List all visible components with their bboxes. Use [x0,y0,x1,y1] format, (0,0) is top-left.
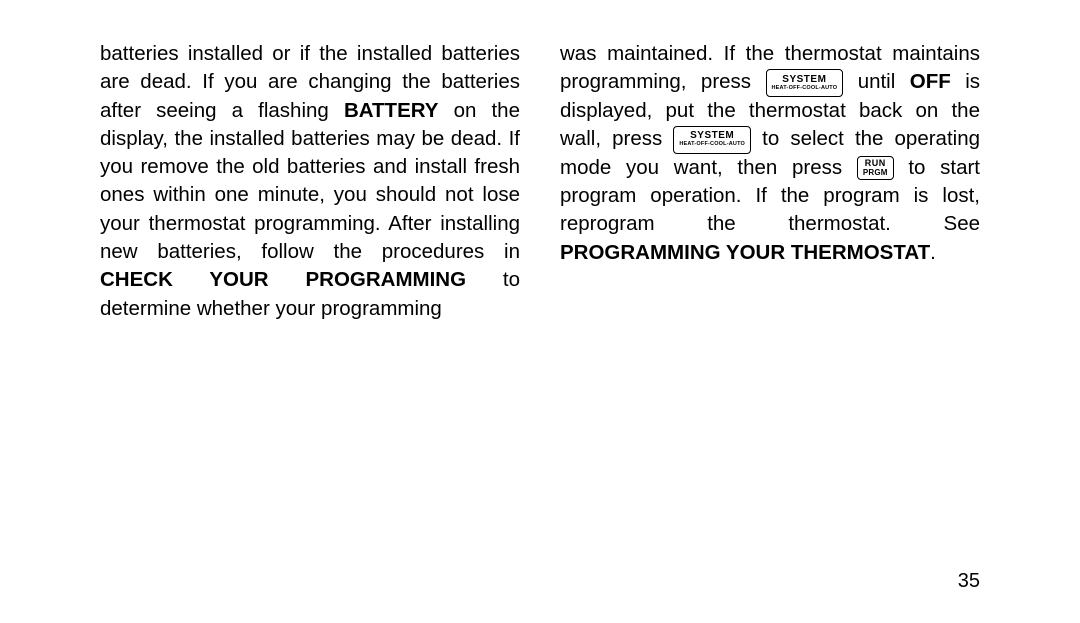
bold-text-programming-thermostat: PROGRAMMING YOUR THERMOSTAT [560,241,930,264]
system-key-icon: SYSTEM HEAT-OFF-COOL-AUTO [673,126,751,154]
body-text: . [930,241,936,264]
keycap-sublabel: HEAT-OFF-COOL-AUTO [772,86,838,92]
body-text: until [858,70,910,93]
keycap-label: RUN [865,159,886,168]
bold-text-check-programming: CHECK YOUR PROGRAMMING [100,268,466,291]
run-prgm-key-icon: RUN PRGM [857,156,894,180]
right-column: was maintained. If the thermostat mainta… [560,40,980,323]
body-text: on the display, the installed batteries … [100,99,520,263]
left-column: batteries installed or if the installed … [100,40,520,323]
bold-text-off: OFF [910,70,951,93]
manual-page: batteries installed or if the installed … [0,0,1080,623]
system-key-icon: SYSTEM HEAT-OFF-COOL-AUTO [766,69,844,97]
bold-text-battery: BATTERY [344,99,439,122]
keycap-label: SYSTEM [782,75,826,85]
keycap-sublabel: HEAT-OFF-COOL-AUTO [679,142,745,148]
two-column-layout: batteries installed or if the installed … [100,40,980,323]
page-number: 35 [958,570,980,593]
keycap-label: SYSTEM [690,131,734,141]
keycap-sublabel: PRGM [863,169,888,177]
